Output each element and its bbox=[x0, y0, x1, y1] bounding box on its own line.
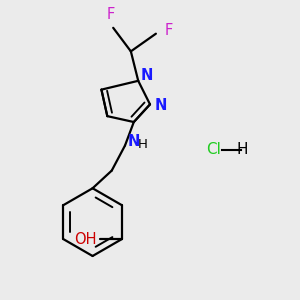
Text: N: N bbox=[154, 98, 167, 113]
Text: F: F bbox=[106, 7, 114, 22]
Text: H: H bbox=[237, 142, 248, 158]
Text: N: N bbox=[141, 68, 153, 83]
Text: Cl: Cl bbox=[206, 142, 221, 158]
Text: OH: OH bbox=[74, 232, 97, 247]
Text: H: H bbox=[138, 139, 148, 152]
Text: F: F bbox=[165, 23, 173, 38]
Text: N: N bbox=[128, 134, 140, 149]
